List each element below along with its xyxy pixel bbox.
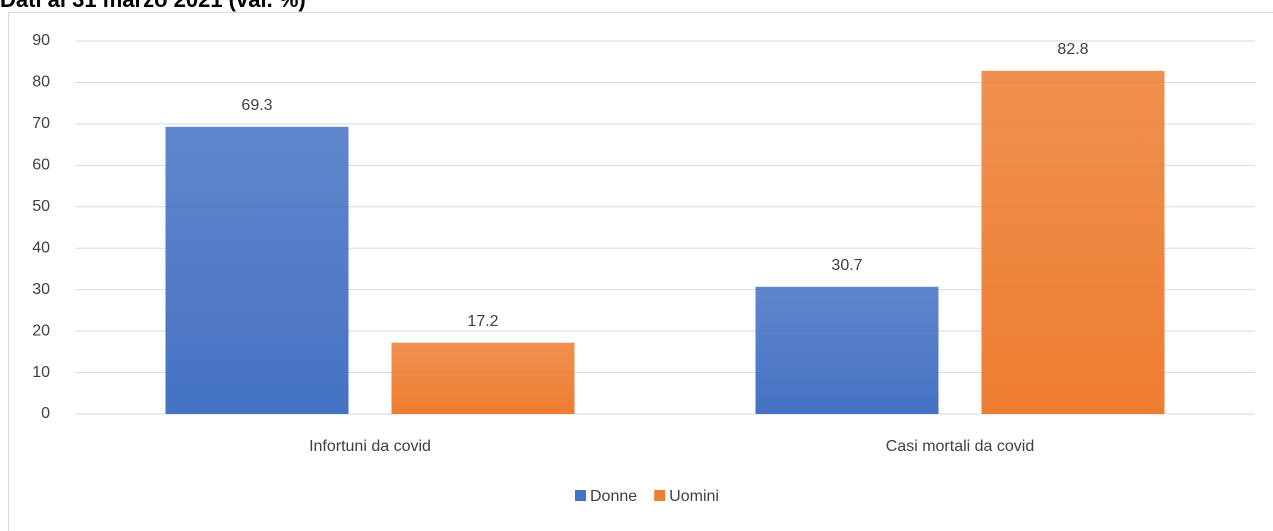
y-tick-label: 60: [32, 157, 50, 174]
y-tick-label: 90: [32, 32, 50, 49]
y-tick-label: 70: [32, 115, 50, 132]
legend-swatch: [575, 490, 586, 501]
chart-title: Dati al 31 marzo 2021 (val. %): [0, 0, 306, 12]
y-tick-label: 10: [32, 364, 50, 381]
y-tick-label: 80: [32, 74, 50, 91]
y-tick-label: 50: [32, 198, 50, 215]
data-label: 82.8: [1057, 41, 1088, 58]
legend-label: Uomini: [669, 488, 719, 505]
data-label: 30.7: [831, 257, 862, 274]
y-tick-label: 0: [41, 405, 50, 422]
legend-label: Donne: [590, 488, 637, 505]
bar: [981, 70, 1165, 414]
x-tick-label: Infortuni da covid: [309, 438, 431, 455]
y-tick-label: 30: [32, 281, 50, 298]
data-label: 69.3: [241, 97, 272, 114]
bar: [165, 126, 349, 414]
bar: [391, 342, 575, 414]
y-tick-label: 40: [32, 239, 50, 256]
legend-swatch: [654, 490, 666, 501]
bar: [755, 286, 939, 414]
y-tick-label: 20: [32, 322, 50, 339]
data-label: 17.2: [467, 313, 498, 330]
x-tick-label: Casi mortali da covid: [886, 438, 1035, 455]
